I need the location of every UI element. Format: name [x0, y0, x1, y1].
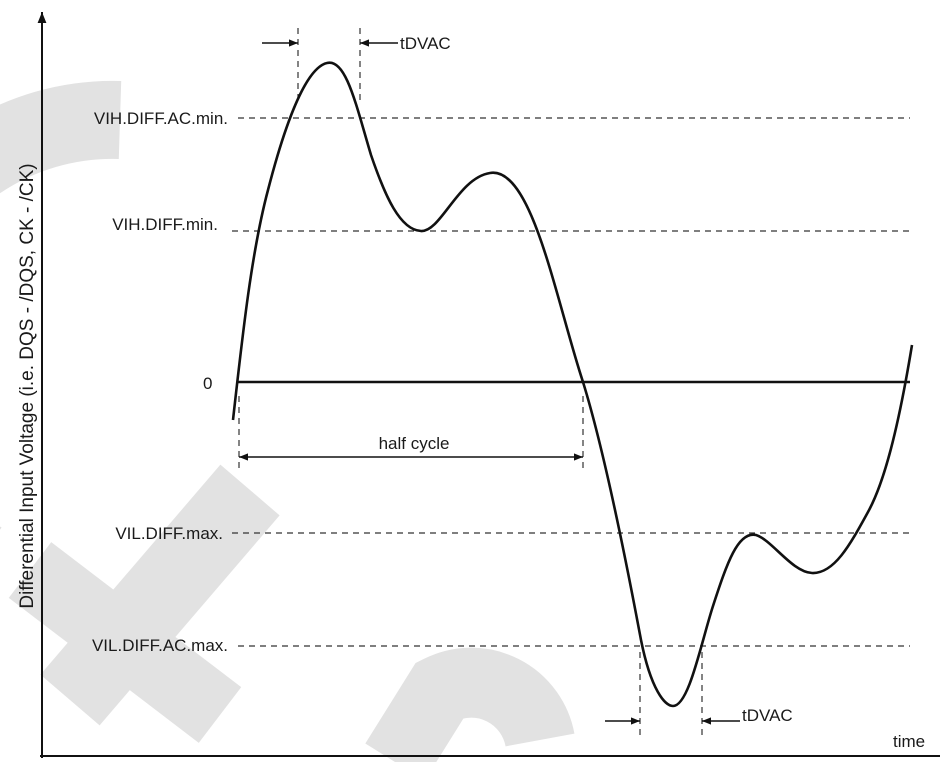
half-cycle-label: half cycle — [379, 434, 450, 453]
vih-label: VIH.DIFF.min. — [112, 215, 218, 234]
zero-label: 0 — [203, 374, 212, 393]
watermark — [0, 80, 575, 762]
vih-ac-label: VIH.DIFF.AC.min. — [94, 109, 228, 128]
vil-label: VIL.DIFF.max. — [115, 524, 223, 543]
y-axis-label: Differential Input Voltage (i.e. DQS - /… — [17, 163, 38, 608]
tdvac-top-label: tDVAC — [400, 34, 451, 53]
differential-waveform — [231, 61, 914, 708]
watermark-stroke-bar — [8, 542, 242, 743]
watermark-stroke-arc — [365, 647, 575, 762]
vil-ac-label: VIL.DIFF.AC.max. — [92, 636, 228, 655]
tdvac-bottom-label: tDVAC — [742, 706, 793, 725]
x-axis-label: time — [893, 732, 925, 751]
watermark-stroke-ring — [0, 80, 122, 531]
